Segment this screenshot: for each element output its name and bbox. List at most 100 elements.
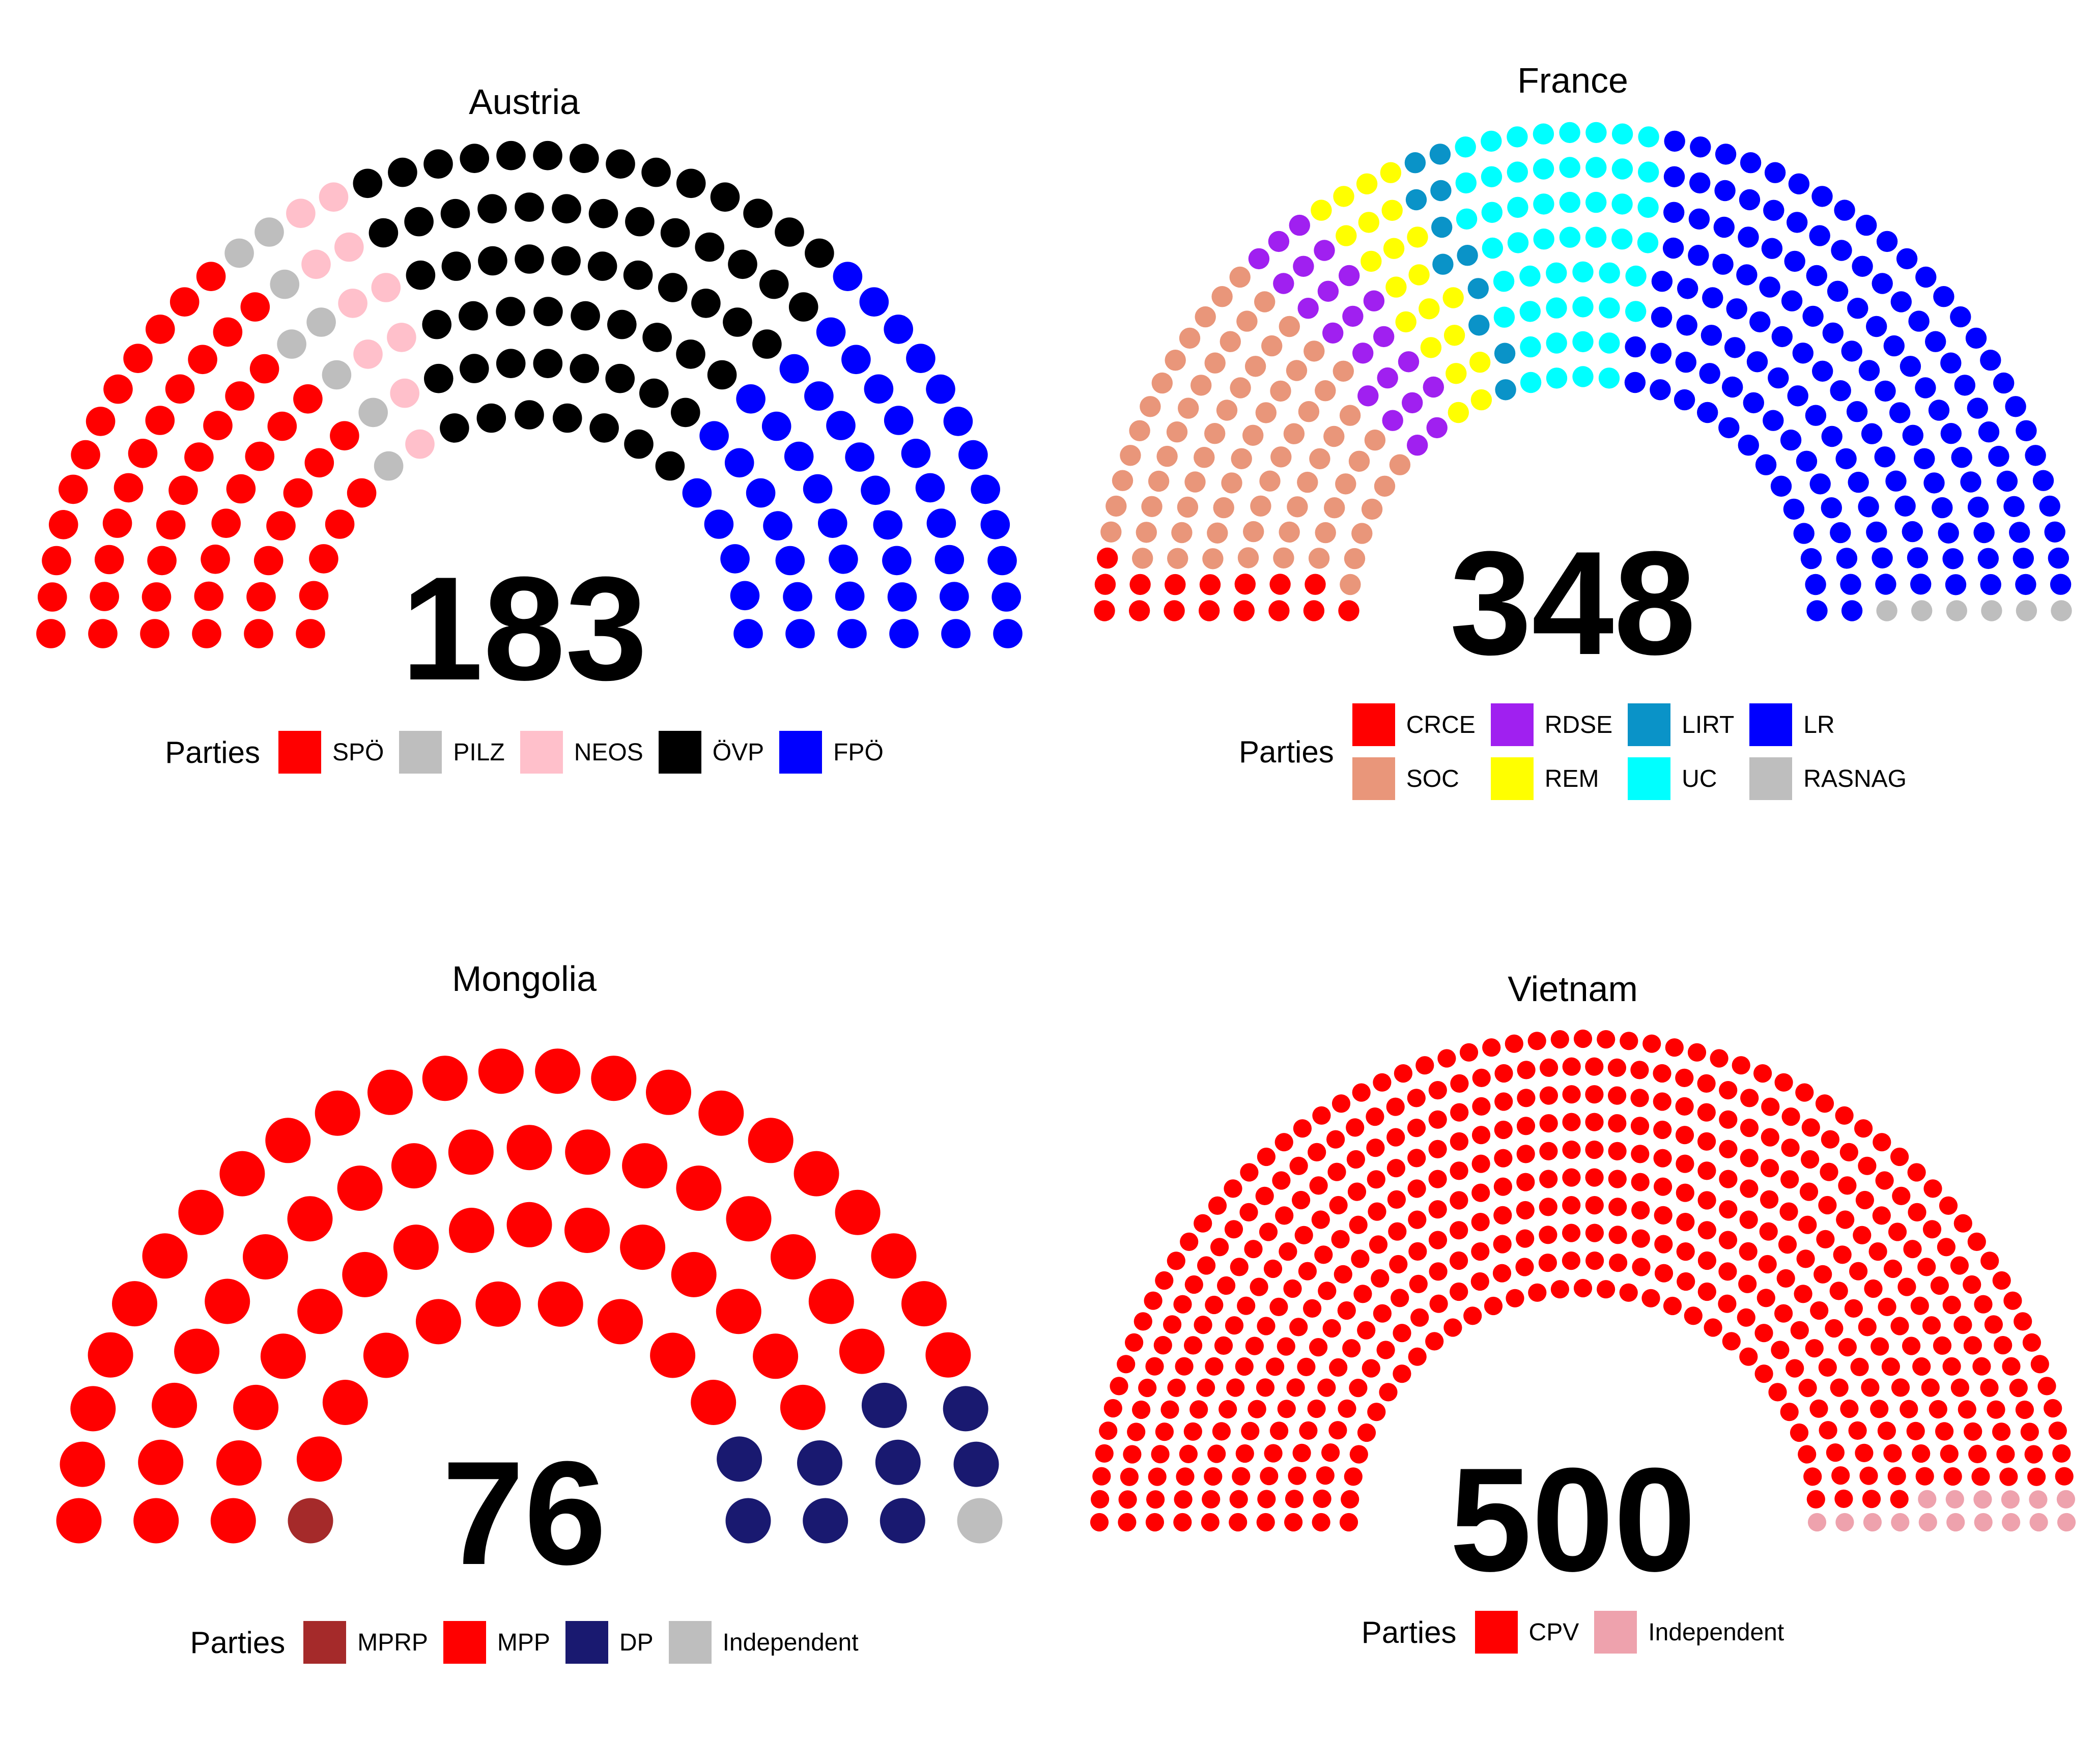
seat-cpv	[1630, 1117, 1650, 1135]
seat-cpv	[1205, 1357, 1224, 1376]
seat-cpv	[1331, 1230, 1350, 1248]
seat-cpv	[1573, 1029, 1593, 1048]
seat-cpv	[1801, 1118, 1820, 1137]
seat-independent	[2057, 1513, 2076, 1532]
seat-cpv	[1739, 1210, 1758, 1229]
seat-uc	[1520, 372, 1542, 393]
seat-fpo	[704, 509, 734, 539]
seat-cpv	[1917, 1258, 1936, 1276]
seat-cpv	[1630, 1089, 1649, 1107]
seat-ovp	[369, 218, 399, 248]
seat-cpv	[1194, 1316, 1212, 1334]
seat-lr	[2005, 396, 2026, 417]
seat-fpo	[826, 411, 856, 440]
seat-fpo	[837, 619, 867, 648]
seat-soc	[1211, 286, 1233, 307]
seat-ovp	[478, 246, 507, 276]
seat-uc	[1456, 208, 1478, 230]
seat-cpv	[1890, 1490, 1909, 1509]
seat-pilz	[306, 307, 336, 337]
seat-cpv	[1307, 1399, 1326, 1418]
seat-cpv	[1620, 1032, 1638, 1050]
seat-lr	[1978, 421, 2000, 443]
seat-lr	[1954, 375, 1975, 396]
seat-fpo	[987, 546, 1017, 576]
seat-mpp	[591, 1056, 637, 1101]
seat-cpv	[1379, 1383, 1398, 1402]
seat-mpp	[337, 1165, 383, 1211]
legend-swatch	[1628, 703, 1671, 746]
seat-cpv	[1771, 1341, 1790, 1359]
seat-cpv	[1801, 1150, 1820, 1169]
seat-cpv	[1329, 1358, 1348, 1377]
seat-rdse	[1407, 435, 1428, 456]
seat-cpv	[1184, 1336, 1203, 1355]
seat-rem	[1408, 264, 1430, 286]
seat-fpo	[926, 508, 956, 538]
seat-ovp	[570, 144, 599, 174]
seat-cpv	[1229, 1513, 1248, 1532]
seat-cpv	[1740, 1179, 1759, 1198]
seat-lr	[1740, 152, 1762, 174]
seat-fpo	[887, 582, 917, 612]
seat-crce	[1199, 600, 1220, 621]
seat-spo	[48, 510, 78, 539]
seat-pilz	[224, 238, 254, 268]
seat-fpo	[991, 582, 1021, 612]
seat-spo	[114, 473, 144, 503]
legend-swatch	[1475, 1611, 1518, 1654]
seat-cpv	[2052, 1444, 2071, 1463]
seat-fpo	[779, 354, 809, 384]
seat-soc	[1340, 574, 1361, 595]
seat-cpv	[1722, 1332, 1741, 1351]
seat-cpv	[1839, 1143, 1858, 1161]
seat-cpv	[1155, 1422, 1174, 1441]
seat-soc	[1242, 424, 1264, 446]
seat-lr	[1875, 574, 1896, 595]
seat-cpv	[1091, 1490, 1110, 1509]
seat-cpv	[1167, 1378, 1186, 1397]
seat-lr	[1945, 574, 1967, 595]
seat-lr	[1841, 340, 1862, 362]
seat-crce	[1128, 600, 1150, 621]
seat-lr	[1722, 376, 1743, 398]
legend-label: Independent	[722, 1629, 859, 1656]
seat-fpo	[906, 344, 936, 373]
seat-soc	[1204, 352, 1226, 374]
seat-cpv	[1719, 1140, 1738, 1158]
seat-cpv	[1585, 1224, 1604, 1242]
seat-cpv	[1428, 1231, 1448, 1249]
legend-item-independent: Independent	[668, 1621, 859, 1664]
seat-cpv	[1362, 1359, 1380, 1378]
seat-lirt	[1431, 216, 1453, 238]
seat-mpp	[506, 1125, 552, 1171]
seat-soc	[1309, 448, 1330, 470]
seat-mpp	[475, 1281, 521, 1327]
seat-cpv	[1883, 1444, 1902, 1463]
seat-uc	[1507, 196, 1528, 218]
seat-spo	[244, 619, 273, 648]
seat-fpo	[783, 582, 812, 612]
seat-cpv	[1719, 1200, 1738, 1219]
seat-lr	[1811, 186, 1833, 207]
seat-cpv	[1292, 1443, 1311, 1462]
seat-cpv	[1235, 1357, 1254, 1376]
seat-cpv	[1257, 1147, 1276, 1166]
seat-cpv	[1786, 1359, 1804, 1378]
seat-cpv	[1562, 1196, 1581, 1215]
seat-cpv	[1328, 1421, 1347, 1440]
seat-lr	[1967, 496, 1989, 518]
seat-cpv	[1810, 1301, 1829, 1320]
seat-rem	[1443, 325, 1465, 346]
seat-independent	[2029, 1513, 2048, 1532]
seat-ovp	[423, 149, 453, 179]
seat-uc	[1559, 122, 1580, 144]
seat-lr	[1755, 454, 1777, 475]
seat-cpv	[1264, 1444, 1283, 1463]
seat-ovp	[404, 207, 434, 237]
seat-lr	[1885, 470, 1907, 492]
seat-cpv	[1697, 1221, 1716, 1240]
seat-soc	[1177, 496, 1199, 518]
seat-mpp	[771, 1234, 816, 1279]
seat-uc	[1585, 191, 1607, 213]
